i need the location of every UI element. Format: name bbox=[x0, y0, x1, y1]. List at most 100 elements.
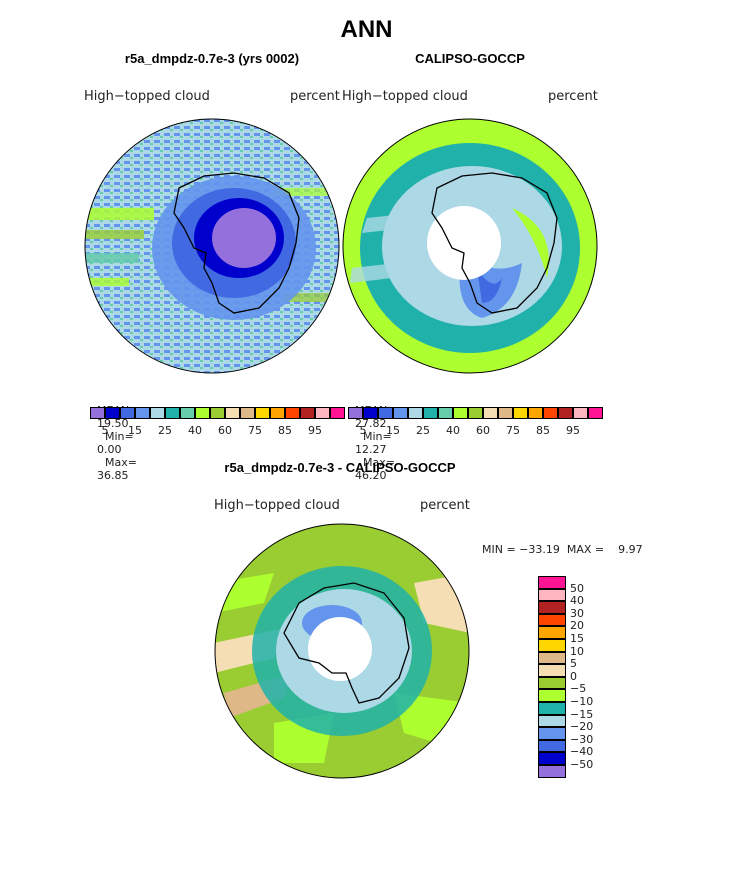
panel3-colorbar-tick: −40 bbox=[570, 745, 594, 759]
panel3-colorbar-tick: 40 bbox=[570, 594, 584, 608]
panel1-colorbar-swatch bbox=[135, 407, 150, 419]
panel3-colorbar-swatch bbox=[538, 689, 566, 702]
panel3-colorbar-tick: 20 bbox=[570, 619, 584, 633]
panel1-max-value: 36.85 bbox=[97, 469, 129, 482]
panel2-colorbar-swatch bbox=[558, 407, 573, 419]
panel3-polar-map bbox=[214, 523, 470, 779]
panel1-polar-map bbox=[84, 118, 340, 374]
panel3-colorbar-tick: 30 bbox=[570, 606, 584, 620]
panel2-units-label: percent bbox=[548, 89, 598, 104]
panel2-colorbar-tick: 85 bbox=[536, 424, 550, 437]
panel2-mean-value: 27.82 bbox=[355, 417, 387, 430]
panel1-max-label: Max= bbox=[105, 456, 137, 469]
panel3-colorbar-tick: 0 bbox=[570, 669, 577, 683]
panel3-colorbar-swatch bbox=[538, 601, 566, 614]
panel3-colorbar-tick: −10 bbox=[570, 695, 594, 708]
panel3-colorbar-tick: −5 bbox=[570, 682, 587, 696]
panel2-colorbar-swatch bbox=[348, 407, 363, 419]
panel1-colorbar-swatch bbox=[255, 407, 270, 419]
panel3-colorbar-swatch bbox=[538, 639, 566, 652]
panel1-colorbar-tick: 15 bbox=[128, 424, 142, 437]
panel1-mean-value: 19.50 bbox=[97, 417, 129, 430]
panel2-colorbar-swatch bbox=[378, 407, 393, 419]
panel2-max-label: Max= bbox=[363, 456, 395, 469]
panel1-colorbar-tick: 25 bbox=[158, 424, 172, 437]
panel3-colorbar-tick: −50 bbox=[570, 758, 594, 771]
panel1-min-value: 0.00 bbox=[97, 443, 122, 456]
panel1-colorbar-swatch bbox=[165, 407, 180, 419]
panel3-colorbar-swatch bbox=[538, 588, 566, 602]
panel1-colorbar-swatch bbox=[270, 407, 285, 419]
panel2-colorbar-tick: 15 bbox=[386, 424, 400, 437]
panel1-colorbar-swatch bbox=[150, 407, 165, 419]
panel1-colorbar-swatch bbox=[315, 407, 330, 419]
panel3-variable-label: High−topped cloud bbox=[214, 498, 340, 513]
panel2-colorbar-swatch bbox=[528, 407, 543, 419]
panel3-colorbar-swatch bbox=[538, 676, 566, 690]
panel1-colorbar-swatch bbox=[225, 407, 240, 419]
panel2-max-value: 46.20 bbox=[355, 469, 387, 482]
panel3-colorbar-tick: 15 bbox=[570, 632, 584, 645]
panel1-colorbar-swatch bbox=[330, 407, 345, 419]
panel2-polar-map bbox=[342, 118, 598, 374]
panel3-colorbar-swatch bbox=[538, 576, 566, 589]
panel2-title: CALIPSO-GOCCP bbox=[415, 51, 525, 66]
panel2-colorbar-tick: 40 bbox=[446, 424, 460, 437]
panel3-colorbar-tick: −20 bbox=[570, 720, 594, 734]
panel1-colorbar-swatch bbox=[300, 407, 315, 419]
panel3-colorbar-tick: 50 bbox=[570, 581, 584, 595]
panel3-colorbar: 50 40 30 20 15 10 5 0 −5 −10 −15 −20 −30 −40 −50 bbox=[538, 576, 608, 781]
panel3-colorbar-swatch bbox=[538, 727, 566, 740]
panel2-colorbar-swatch bbox=[408, 407, 423, 419]
panel2-colorbar-swatch bbox=[363, 407, 378, 419]
panel2-colorbar-swatch bbox=[393, 407, 408, 419]
panel1-title: r5a_dmpdz-0.7e-3 (yrs 0002) bbox=[124, 51, 300, 66]
panel2-colorbar-tick: 25 bbox=[416, 424, 430, 437]
panel1-colorbar-swatch bbox=[105, 407, 120, 419]
panel2-colorbar-swatch bbox=[498, 407, 513, 419]
panel1-colorbar-swatch bbox=[195, 407, 210, 419]
panel2-colorbar-tick: 75 bbox=[506, 424, 520, 437]
panel2-colorbar-swatch bbox=[588, 407, 603, 419]
panel3-colorbar-swatch bbox=[538, 739, 566, 753]
panel3-colorbar-swatch bbox=[538, 702, 566, 715]
panel3-colorbar-tick: 5 bbox=[570, 657, 577, 671]
panel2-colorbar-swatch bbox=[468, 407, 483, 419]
panel1-colorbar-tick: 40 bbox=[188, 424, 202, 437]
panel1-colorbar-tick: 5 bbox=[101, 424, 109, 437]
panel3-colorbar-swatch bbox=[538, 765, 566, 778]
panel1-colorbar-tick: 85 bbox=[278, 424, 292, 437]
panel1-colorbar-swatch bbox=[285, 407, 300, 419]
panel3-min-max: MIN = −33.19 MAX = 9.97 bbox=[482, 543, 643, 556]
panel2-colorbar-tick: 60 bbox=[476, 424, 490, 437]
panel2-colorbar-tick: 5 bbox=[359, 424, 367, 437]
panel2-colorbar-tick: 95 bbox=[566, 424, 580, 437]
panel3-title: r5a_dmpdz-0.7e-3 - CALIPSO-GOCCP bbox=[224, 460, 456, 475]
panel2-colorbar-swatch bbox=[423, 407, 438, 419]
panel1-colorbar-tick: 60 bbox=[218, 424, 232, 437]
panel3-colorbar-swatch bbox=[538, 714, 566, 728]
panel1-min-label: Min= bbox=[105, 430, 134, 443]
panel2-colorbar-swatch bbox=[513, 407, 528, 419]
panel3-colorbar-swatch bbox=[538, 664, 566, 677]
panel2-colorbar-swatch bbox=[438, 407, 453, 419]
panel3-colorbar-swatch bbox=[538, 752, 566, 765]
panel1-variable-label: High−topped cloud bbox=[84, 89, 210, 104]
panel1-colorbar-swatch bbox=[210, 407, 225, 419]
panel2-colorbar-swatch bbox=[543, 407, 558, 419]
panel3-colorbar-tick: −15 bbox=[570, 707, 594, 721]
panel1-colorbar-swatch bbox=[240, 407, 255, 419]
panel2-colorbar: 5 15 25 40 60 75 85 95 bbox=[348, 407, 604, 447]
panel2-colorbar-swatch bbox=[453, 407, 468, 419]
panel1-colorbar-swatch bbox=[120, 407, 135, 419]
panel3-colorbar-swatch bbox=[538, 626, 566, 639]
panel2-colorbar-swatch bbox=[573, 407, 588, 419]
panel2-min-label: Min= bbox=[363, 430, 392, 443]
panel3-colorbar-swatch bbox=[538, 651, 566, 665]
panel1-colorbar-tick: 95 bbox=[308, 424, 322, 437]
panel2-variable-label: High−topped cloud bbox=[342, 89, 468, 104]
panel3-colorbar-tick: 10 bbox=[570, 644, 584, 658]
panel1-units-label: percent bbox=[290, 89, 340, 104]
panel1-colorbar-tick: 75 bbox=[248, 424, 262, 437]
panel1-colorbar: 5 15 25 40 60 75 85 95 bbox=[90, 407, 346, 447]
